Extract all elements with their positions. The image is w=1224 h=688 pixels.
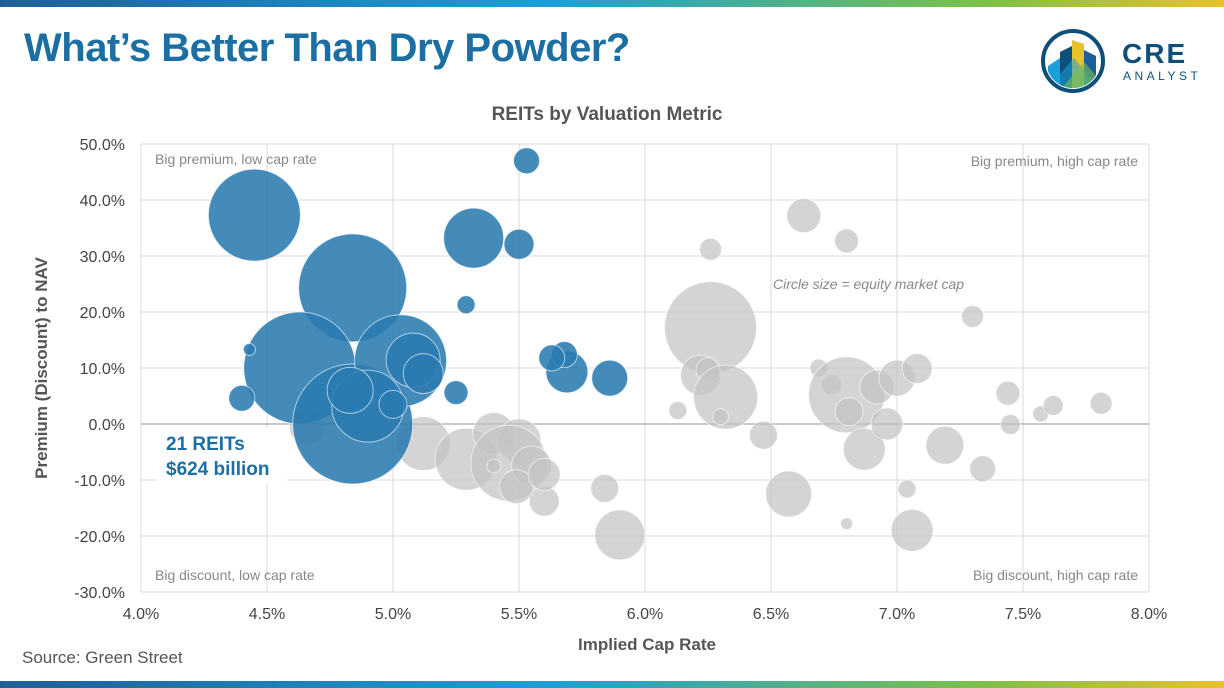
highlight-bubble <box>443 380 469 406</box>
x-tick-label: 7.5% <box>1005 606 1041 623</box>
y-tick-label: 0.0% <box>89 417 125 434</box>
highlight-bubble <box>402 353 444 395</box>
y-tick-label: 50.0% <box>80 137 125 154</box>
x-tick-label: 8.0% <box>1131 606 1167 623</box>
other-bubble <box>693 364 759 430</box>
other-bubble <box>1042 395 1064 417</box>
callout-market-cap: $624 billion <box>166 459 269 480</box>
other-bubble <box>834 397 864 427</box>
y-tick-label: 20.0% <box>80 305 125 322</box>
other-bubble <box>897 479 917 499</box>
other-reits-series <box>288 198 1113 561</box>
other-bubble <box>712 408 730 426</box>
x-tick-label: 4.5% <box>249 606 285 623</box>
x-tick-label: 5.0% <box>375 606 411 623</box>
callout-box <box>157 428 287 484</box>
other-bubble <box>527 457 561 491</box>
other-bubble <box>594 509 646 561</box>
building-chart-icon <box>1041 29 1105 93</box>
other-bubble <box>765 470 813 518</box>
x-axis-label: Implied Cap Rate <box>578 635 716 654</box>
highlight-bubble <box>513 147 541 175</box>
highlight-bubble <box>242 343 256 357</box>
other-bubble <box>901 353 933 385</box>
highlight-bubble <box>591 359 629 397</box>
chart-gridlines <box>140 143 1150 593</box>
chart-title: REITs by Valuation Metric <box>492 104 723 125</box>
other-bubble <box>870 407 904 441</box>
x-tick-label: 6.5% <box>753 606 789 623</box>
y-tick-label: 30.0% <box>80 249 125 266</box>
source-note: Source: Green Street <box>22 648 183 667</box>
other-bubble <box>995 380 1021 406</box>
y-axis-label: Premium (Discount) to NAV <box>32 257 51 479</box>
logo-word: CRE <box>1122 38 1188 69</box>
size-note: Circle size = equity market cap <box>773 276 964 292</box>
other-bubble <box>668 401 688 421</box>
x-tick-label: 7.0% <box>879 606 915 623</box>
other-bubble <box>834 228 860 254</box>
highlight-bubble <box>207 168 301 262</box>
quadrant-label-bottom-right: Big discount, high cap rate <box>973 567 1138 583</box>
y-tick-label: -30.0% <box>74 585 125 602</box>
x-tick-label: 6.0% <box>627 606 663 623</box>
other-bubble <box>786 198 822 234</box>
highlight-bubble <box>443 207 505 269</box>
other-bubble <box>925 425 965 465</box>
y-tick-label: -10.0% <box>74 473 125 490</box>
top-accent-bar <box>0 0 1224 7</box>
quadrant-label-top-left: Big premium, low cap rate <box>155 151 317 167</box>
highlight-bubble <box>326 366 374 414</box>
highlight-bubble <box>456 295 476 315</box>
axis-tick-labels: 4.0% 4.5% 5.0% 5.5% 6.0% 6.5% 7.0% 7.5% 8.0% 50.0… <box>74 137 1167 623</box>
highlight-bubble <box>378 389 408 419</box>
other-bubble <box>590 473 620 503</box>
highlight-bubble <box>228 384 256 412</box>
x-tick-label: 4.0% <box>123 606 159 623</box>
other-bubble <box>999 414 1021 436</box>
bottom-accent-bar <box>0 681 1224 688</box>
y-tick-label: 10.0% <box>80 361 125 378</box>
quadrant-labels: Big premium, low cap rate Big premium, h… <box>155 151 1138 583</box>
other-bubble <box>961 304 985 328</box>
other-bubble <box>748 420 778 450</box>
quadrant-label-bottom-left: Big discount, low cap rate <box>155 567 315 583</box>
other-bubble <box>486 458 502 474</box>
other-bubble <box>840 517 854 531</box>
highlighted-reits-series <box>207 147 629 485</box>
callout-count: 21 REITs <box>166 434 245 455</box>
highlight-bubble <box>503 228 535 260</box>
other-bubble <box>842 427 886 471</box>
y-tick-label: 40.0% <box>80 193 125 210</box>
y-tick-label: -20.0% <box>74 529 125 546</box>
highlight-bubble <box>538 344 566 372</box>
other-bubble <box>969 455 997 483</box>
highlight-bubble <box>298 233 408 343</box>
other-bubble <box>699 237 723 261</box>
other-bubble <box>1089 391 1113 415</box>
other-bubble <box>890 508 934 552</box>
cre-analyst-logo: CRE ANALYST <box>1040 28 1210 94</box>
logo-subtitle: ANALYST <box>1123 69 1202 83</box>
quadrant-label-top-right: Big premium, high cap rate <box>971 153 1139 169</box>
page-title: What’s Better Than Dry Powder? <box>24 26 630 70</box>
x-tick-label: 5.5% <box>501 606 537 623</box>
